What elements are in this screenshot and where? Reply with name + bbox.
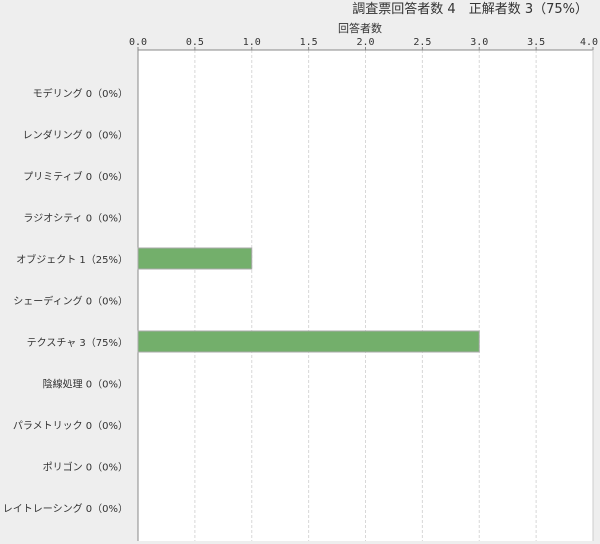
x-tick-label: 4.0 [580,37,598,48]
x-tick-label: 1.5 [300,37,318,48]
category-label: ポリゴン 0（0%） [43,461,128,474]
x-tick-label: 0.0 [129,37,147,48]
chart-title: 調査票回答者数 4 正解者数 3（75%） [352,2,588,17]
x-axis-label: 回答者数 [338,22,382,35]
category-label: プリミティブ 0（0%） [23,170,128,183]
category-label: ラジオシティ 0（0%） [23,213,128,225]
x-tick-label: 3.0 [470,37,488,48]
category-label: パラメトリック 0（0%） [13,420,128,432]
x-tick-label: 3.5 [527,37,545,48]
category-label: 陰線処理 0（0%） [43,378,128,391]
bar [137,247,253,270]
category-label: レイトレーシング 0（0%） [3,502,128,515]
x-tick-label: 2.0 [356,37,374,48]
x-tick-label: 2.5 [413,37,431,48]
category-label: レンダリング 0（0%） [23,129,128,142]
bar [137,330,480,353]
category-label: オブジェクト 1（25%） [16,253,128,266]
x-tick-label: 1.0 [243,37,261,48]
category-label: テクスチャ 3（75%） [27,337,128,349]
category-label: モデリング 0（0%） [33,87,128,100]
category-label: シェーディング 0（0%） [13,295,128,308]
x-tick-label: 0.5 [186,37,204,48]
